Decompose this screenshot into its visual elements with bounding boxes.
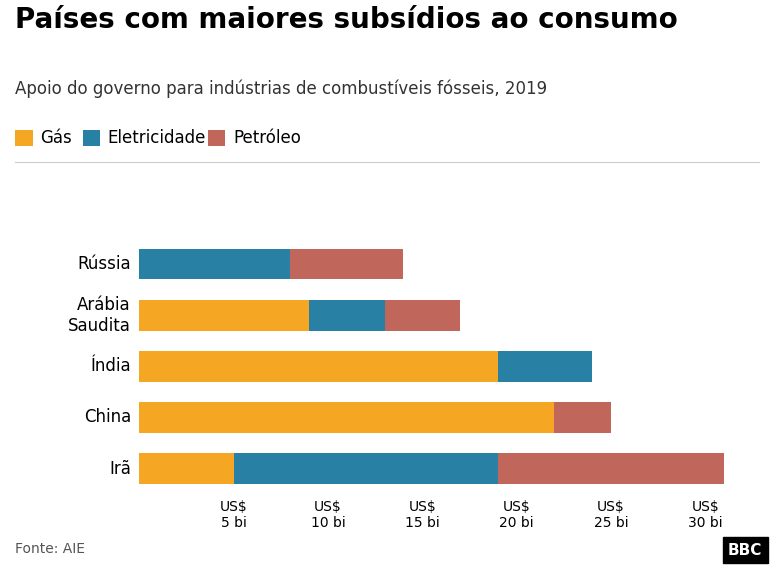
Bar <box>139 453 234 484</box>
Text: Apoio do governo para indústrias de combustíveis fósseis, 2019: Apoio do governo para indústrias de comb… <box>15 80 548 98</box>
Bar <box>385 300 460 331</box>
Bar <box>309 300 385 331</box>
Text: BBC: BBC <box>728 543 762 558</box>
Bar <box>139 351 498 382</box>
Bar <box>498 351 592 382</box>
Text: Fonte: AIE: Fonte: AIE <box>15 541 85 556</box>
Bar <box>139 300 309 331</box>
Text: Países com maiores subsídios ao consumo: Países com maiores subsídios ao consumo <box>15 6 678 34</box>
Bar <box>554 402 611 433</box>
Text: Petróleo: Petróleo <box>233 129 301 147</box>
Bar <box>290 249 403 279</box>
Bar <box>234 453 498 484</box>
Bar <box>139 402 554 433</box>
Text: Gás: Gás <box>40 129 72 147</box>
Bar <box>498 453 724 484</box>
Text: Eletricidade: Eletricidade <box>108 129 206 147</box>
Bar <box>139 249 290 279</box>
